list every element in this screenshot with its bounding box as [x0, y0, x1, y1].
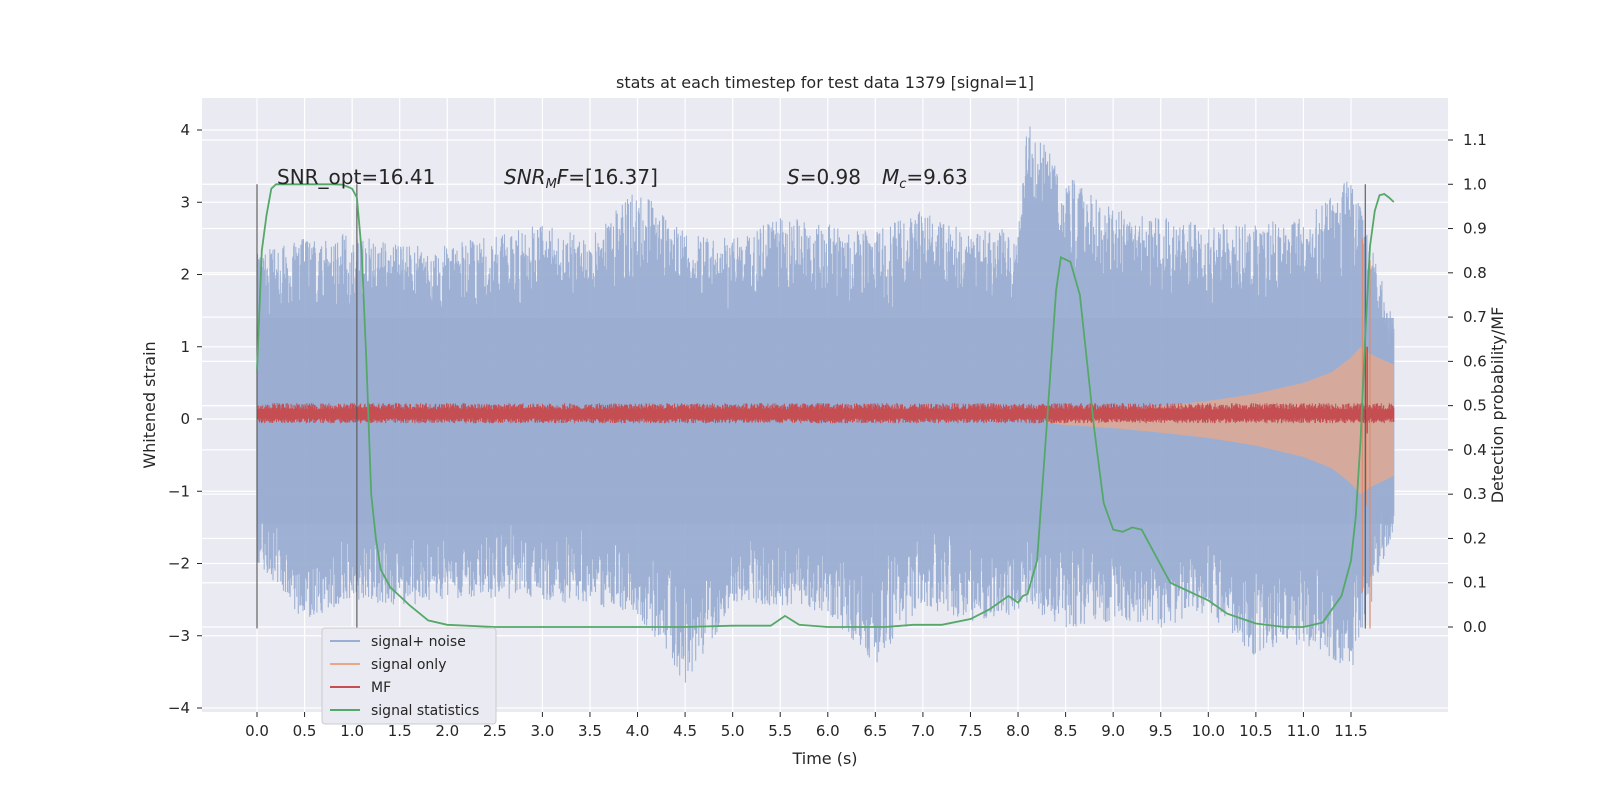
x-tick-label: 9.0	[1101, 722, 1125, 740]
x-tick-label: 1.0	[340, 722, 364, 740]
x-tick-label: 2.5	[483, 722, 507, 740]
annotation-snr-mf: SNRMF=[16.37]	[504, 165, 658, 192]
y-axis-right-label: Detection probability/MF	[1488, 307, 1507, 504]
y-tick-label: −1	[168, 482, 190, 500]
y-axis-left: −4 −3 −2 −1 0 1 2 3 4	[168, 121, 202, 717]
y-right-tick-label: 0.7	[1463, 308, 1487, 326]
legend-box	[321, 627, 497, 725]
x-tick-label: 9.5	[1149, 722, 1173, 740]
annotation-mc-symbol: M	[882, 165, 899, 189]
x-tick-label: 7.0	[911, 722, 935, 740]
y-right-tick-label: 0.8	[1463, 264, 1487, 282]
x-tick-label: 2.0	[435, 722, 459, 740]
annotation-s-value: =0.98	[800, 165, 861, 189]
x-tick-label: 6.5	[863, 722, 887, 740]
y-tick-label: −2	[168, 555, 190, 573]
y-right-tick-label: 1.1	[1463, 131, 1487, 149]
x-tick-label: 5.5	[768, 722, 792, 740]
x-tick-label: 4.0	[626, 722, 650, 740]
x-tick-label: 4.5	[673, 722, 697, 740]
annotation-snr-mf-symbol: SNR	[504, 165, 546, 189]
annotations: SNR_opt=16.41 SNRMF=[16.37] S=0.98 Mc=9.…	[277, 165, 968, 192]
y-axis-label: Whitened strain	[140, 341, 159, 468]
annotation-snr-mf-rest: F	[557, 165, 569, 189]
x-tick-label: 5.0	[721, 722, 745, 740]
y-tick-label: 0	[180, 410, 190, 428]
y-right-tick-label: 0.1	[1463, 574, 1487, 592]
annotation-snr-opt: SNR_opt=16.41	[277, 165, 435, 189]
annotation-s: S=0.98	[787, 165, 861, 189]
y-right-tick-label: 0.5	[1463, 397, 1487, 415]
legend-label-signal-noise: signal+ noise	[371, 634, 466, 650]
legend: signal+ noise signal only MF signal stat…	[321, 627, 497, 725]
y-right-tick-label: 0.6	[1463, 352, 1487, 370]
x-tick-label: 11.0	[1287, 722, 1320, 740]
x-tick-label: 8.0	[1006, 722, 1030, 740]
y-tick-label: −4	[168, 699, 190, 717]
x-tick-label: 3.5	[578, 722, 602, 740]
x-tick-label: 1.5	[388, 722, 412, 740]
y-right-tick-label: 0.9	[1463, 220, 1487, 238]
y-tick-label: 1	[180, 338, 190, 356]
legend-label-signal-statistics: signal statistics	[371, 703, 479, 719]
y-tick-label: 3	[180, 193, 190, 211]
series-signal-statistics	[256, 183, 1395, 628]
annotation-mc-value: =9.63	[906, 165, 967, 189]
y-right-tick-label: 0.4	[1463, 441, 1487, 459]
y-tick-label: 2	[180, 266, 190, 284]
annotation-mc: Mc=9.63	[882, 165, 968, 192]
x-tick-label: 6.0	[816, 722, 840, 740]
x-tick-label: 11.5	[1334, 722, 1367, 740]
y-right-tick-label: 0.2	[1463, 529, 1487, 547]
x-tick-label: 8.5	[1054, 722, 1078, 740]
series-marks	[256, 126, 1395, 683]
x-axis: 0.0 0.5 1.0 1.5 2.0 2.5 3.0 3.5 4.0 4.5 5.0 5.5 6.0 6…	[245, 712, 1368, 740]
y-axis-right: 0.0 0.1 0.2 0.3 0.4 0.5 0.6 0.7 0.8 0.9 1.0 1.1	[1448, 131, 1487, 636]
annotation-snr-mf-subscript: M	[546, 177, 557, 192]
annotation-s-symbol: S	[787, 165, 800, 189]
x-tick-label: 0.5	[293, 722, 317, 740]
x-tick-label: 10.0	[1192, 722, 1225, 740]
legend-label-mf: MF	[371, 680, 391, 696]
x-tick-label: 7.5	[959, 722, 983, 740]
x-tick-label: 3.0	[530, 722, 554, 740]
y-right-tick-label: 0.3	[1463, 485, 1487, 503]
x-axis-label: Time (s)	[791, 749, 857, 768]
x-tick-label: 10.5	[1239, 722, 1272, 740]
annotation-snr-mf-value: =[16.37]	[568, 165, 658, 189]
y-right-tick-label: 0.0	[1463, 618, 1487, 636]
chart-title: stats at each timestep for test data 137…	[616, 73, 1034, 92]
y-tick-label: −3	[168, 627, 190, 645]
annotation-mc-subscript: c	[899, 177, 906, 192]
y-right-tick-label: 1.0	[1463, 175, 1487, 193]
x-tick-label: 0.0	[245, 722, 269, 740]
legend-label-signal-only: signal only	[371, 657, 446, 673]
y-tick-label: 4	[180, 121, 190, 139]
